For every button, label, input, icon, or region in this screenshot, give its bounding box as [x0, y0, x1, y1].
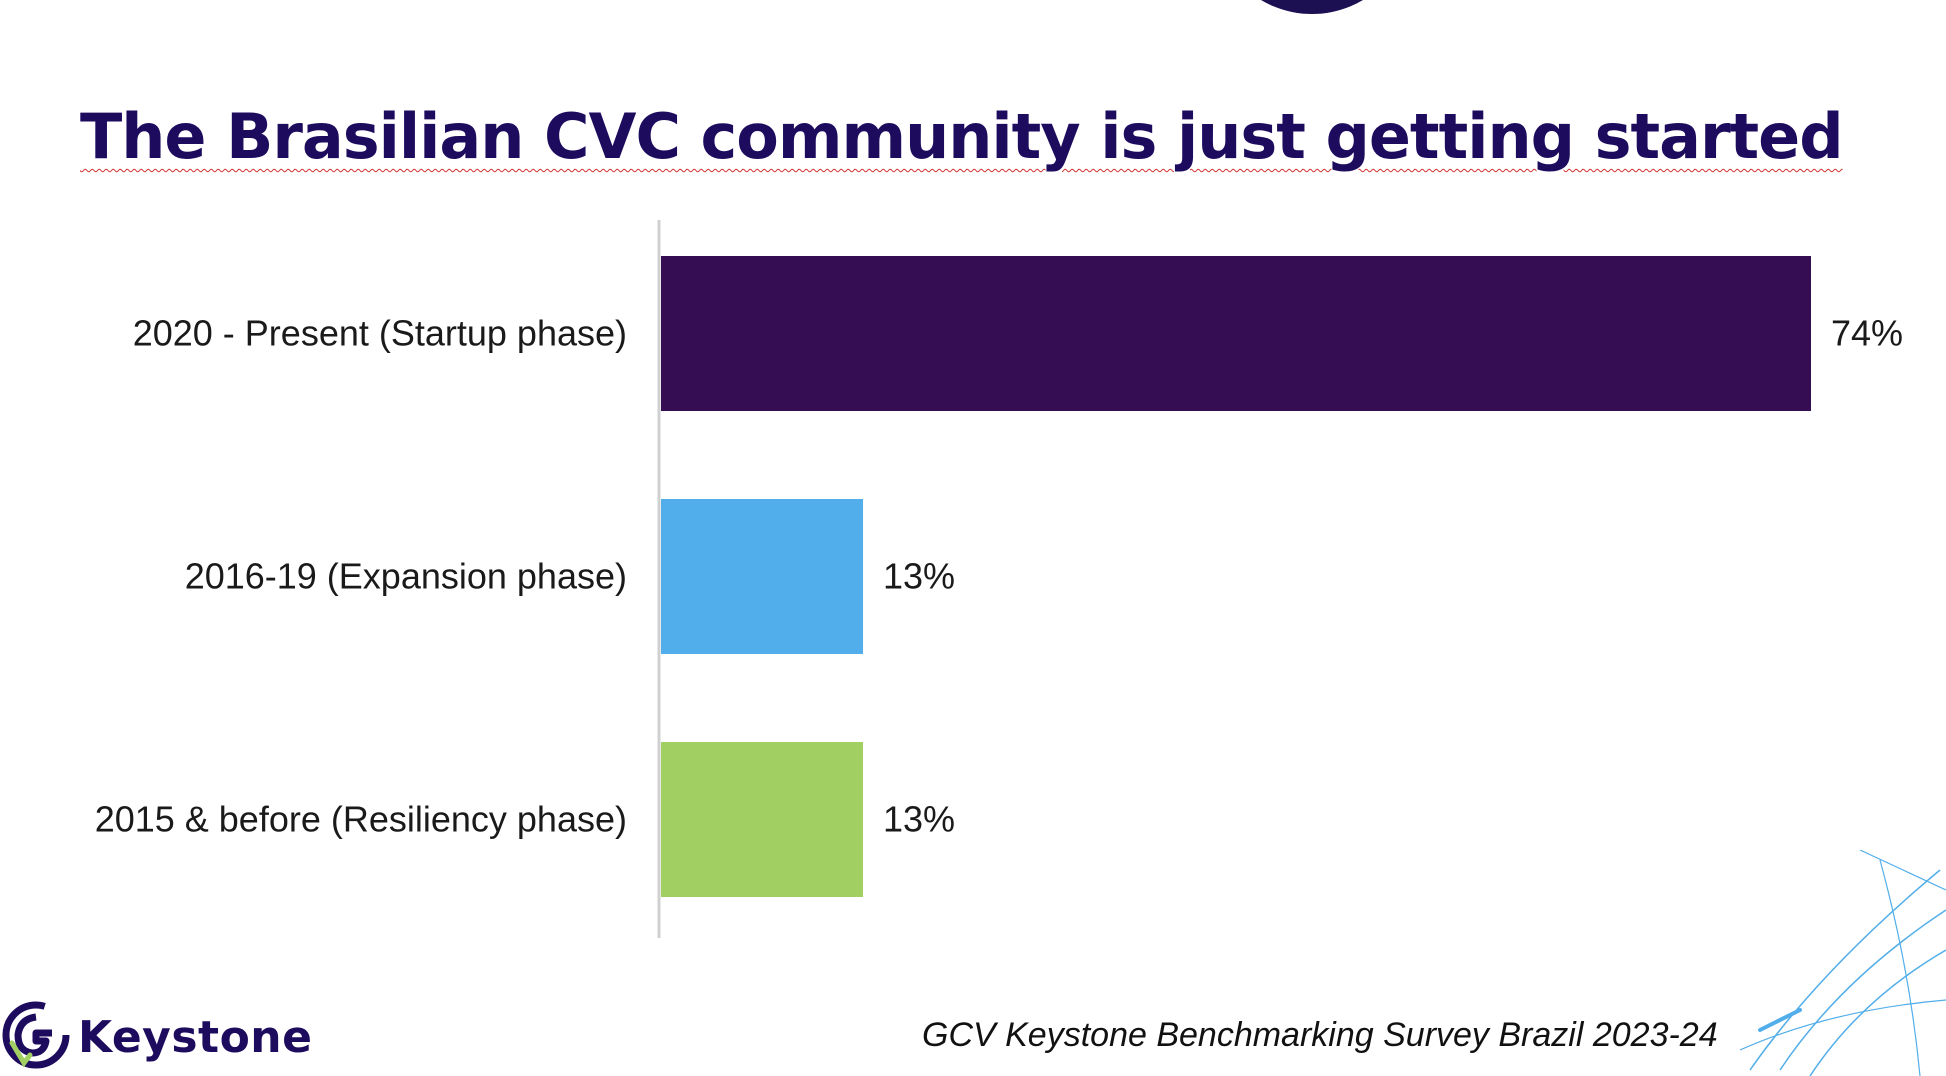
category-label: 2016-19 (Expansion phase): [185, 556, 627, 597]
bar-2: [661, 499, 864, 654]
keystone-logo: Keystone: [0, 1001, 313, 1072]
source-note: GCV Keystone Benchmarking Survey Brazil …: [922, 1016, 1718, 1054]
decorative-lines: [1740, 850, 1946, 1076]
bar-chart: 2020 - Present (Startup phase) 74% 2016-19…: [95, 220, 1903, 938]
page-title: The Brasilian CVC community is just gett…: [80, 100, 1844, 173]
category-label: 2015 & before (Resiliency phase): [95, 799, 627, 840]
value-label: 13%: [883, 556, 955, 597]
bar-1: [661, 256, 1811, 411]
keystone-logo-icon: [0, 999, 72, 1076]
value-label: 13%: [883, 799, 955, 840]
keystone-logo-text: Keystone: [78, 1011, 313, 1063]
value-label: 74%: [1831, 313, 1903, 354]
bar-3: [661, 742, 864, 897]
category-label: 2020 - Present (Startup phase): [133, 313, 627, 354]
